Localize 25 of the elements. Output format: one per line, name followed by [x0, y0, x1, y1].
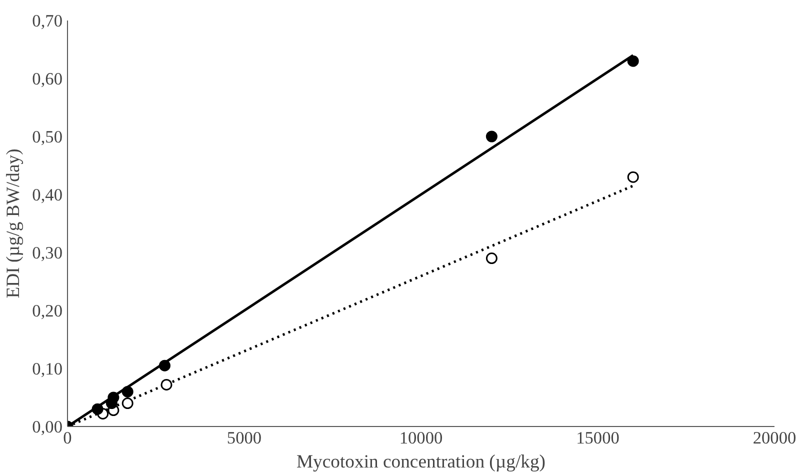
- y-tick-label: 0,40: [32, 186, 63, 204]
- x-axis-title: Mycotoxin concentration (µg/kg): [296, 452, 546, 472]
- point: [92, 403, 104, 415]
- y-tick-label: 0,50: [32, 128, 63, 146]
- x-tick-label: 0: [63, 428, 72, 448]
- x-tick-label: 5000: [226, 428, 262, 448]
- point: [486, 130, 498, 142]
- point: [486, 252, 498, 264]
- point: [108, 392, 120, 404]
- y-tick-label: 0,60: [32, 70, 63, 88]
- point: [627, 171, 639, 183]
- point: [627, 55, 639, 67]
- y-tick-label: 0,30: [32, 244, 63, 262]
- y-tick-label: 0,70: [32, 12, 63, 30]
- x-tick-label: 15000: [576, 428, 620, 448]
- point: [158, 360, 170, 372]
- x-tick-label: 20000: [752, 428, 796, 448]
- x-tick-label: 10000: [399, 428, 443, 448]
- y-axis-title: EDI (µg/g BW/day): [3, 148, 24, 298]
- y-tick-label: 0,00: [32, 418, 63, 436]
- point: [122, 398, 134, 410]
- y-tick-label: 0,20: [32, 302, 63, 320]
- point: [160, 379, 172, 390]
- y-tick-label: 0,10: [32, 360, 63, 378]
- point: [122, 386, 134, 398]
